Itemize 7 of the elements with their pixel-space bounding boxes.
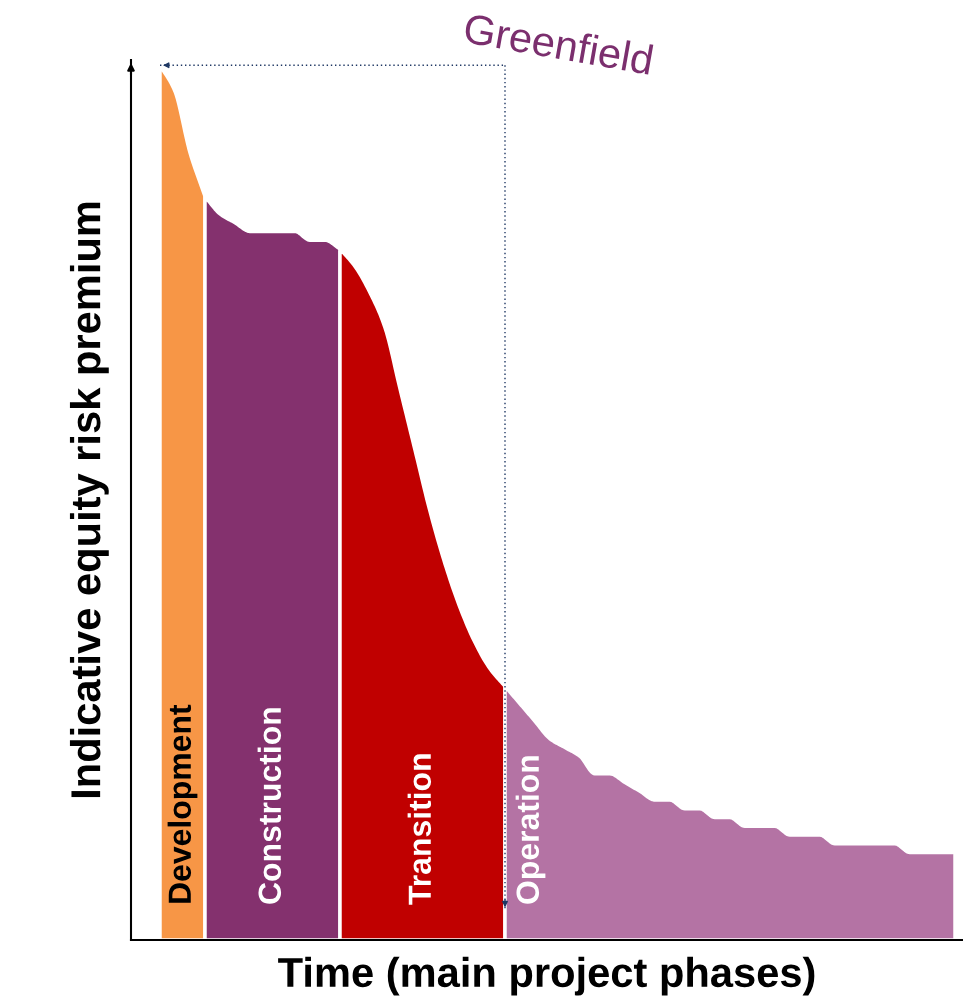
series-label: Construction [257, 708, 282, 904]
series-label: Development [167, 704, 198, 903]
series-label: Operation [515, 756, 546, 904]
y-axis-title: Indicative equity risk premium [69, 202, 109, 798]
x-axis-title: Time (main project phases) [278, 956, 815, 996]
annotation: Greenfield [463, 12, 654, 75]
series-label: Transition [407, 754, 432, 905]
